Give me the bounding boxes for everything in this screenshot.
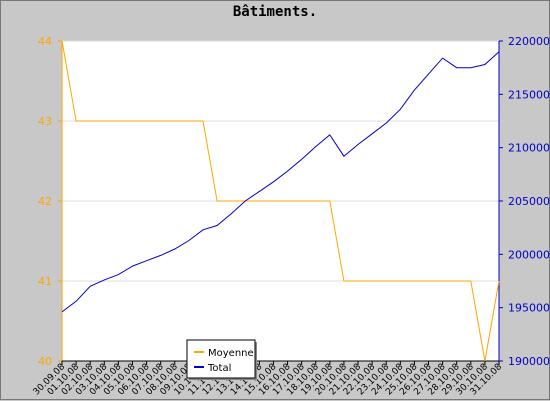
legend [186,339,256,379]
y-right-tick-label: 205000 [508,195,550,208]
y-right-tick-label: 195000 [508,302,550,315]
y-left-tick-label: 42 [38,195,52,208]
y-left-tick-label: 41 [38,275,52,288]
y-right-tick-label: 210000 [508,142,550,155]
y-left-tick-label: 44 [38,35,52,48]
legend-label: Total [207,363,231,374]
series-line-total [61,51,500,313]
y-right-tick-label: 200000 [508,248,550,261]
y-left-tick-label: 40 [38,355,52,368]
series-line-moyenne [61,40,500,362]
y-right-tick-label: 190000 [508,355,550,368]
y-right-tick-label: 220000 [508,35,550,48]
legend-label: Moyenne [208,348,254,359]
y-left-tick-label: 43 [38,115,52,128]
y-right-tick-label: 215000 [508,88,550,101]
chart-title: Bâtiments. [232,4,318,20]
